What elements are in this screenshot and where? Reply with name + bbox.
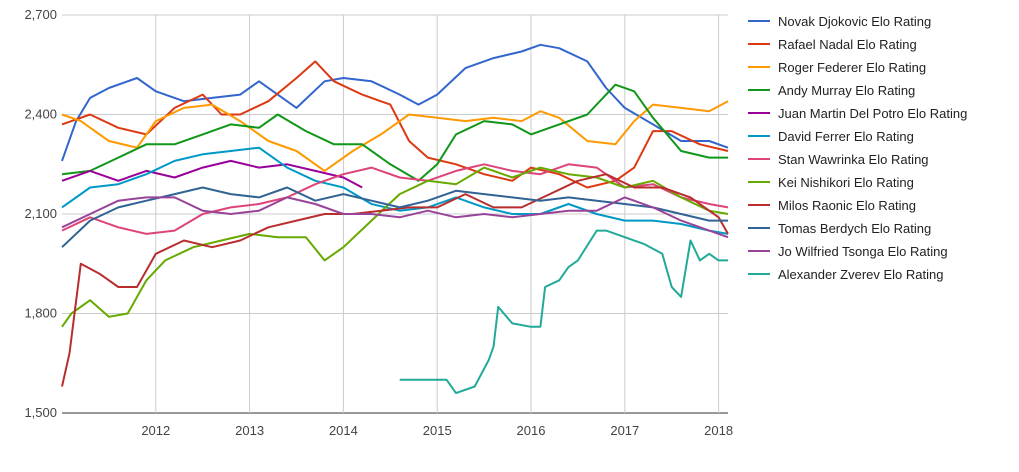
legend-label: Alexander Zverev Elo Rating <box>778 267 943 282</box>
series-line <box>61 166 729 328</box>
y-tick-label: 1,800 <box>24 306 57 321</box>
series-line <box>399 229 728 395</box>
series-line <box>61 100 729 172</box>
x-tick-label: 2017 <box>610 423 639 438</box>
legend-label: Rafael Nadal Elo Rating <box>778 37 917 52</box>
legend-label: David Ferrer Elo Rating <box>778 129 914 144</box>
legend-label: Kei Nishikori Elo Rating <box>778 175 914 190</box>
legend-label: Milos Raonic Elo Rating <box>778 198 916 213</box>
legend-label: Novak Djokovic Elo Rating <box>778 14 931 29</box>
legend-label: Jo Wilfried Tsonga Elo Rating <box>778 244 948 259</box>
legend-label: Juan Martin Del Potro Elo Rating <box>778 106 967 121</box>
y-tick-label: 2,400 <box>24 107 57 122</box>
x-tick-label: 2018 <box>704 423 733 438</box>
x-tick-label: 2014 <box>329 423 358 438</box>
series-line <box>61 159 363 189</box>
legend-label: Tomas Berdych Elo Rating <box>778 221 931 236</box>
series-line <box>61 196 729 239</box>
x-tick-label: 2016 <box>517 423 546 438</box>
series-line <box>61 83 728 182</box>
series-line <box>61 173 729 387</box>
y-tick-label: 2,700 <box>24 7 57 22</box>
y-tick-label: 1,500 <box>24 405 57 420</box>
series-line <box>61 60 729 189</box>
y-axis: 1,500 1,800 2,100 2,400 2,700 <box>24 7 57 420</box>
legend-label: Roger Federer Elo Rating <box>778 60 926 75</box>
series-line <box>61 146 729 235</box>
series-line <box>61 186 728 248</box>
x-axis: 2012 2013 2014 2015 2016 2017 2018 <box>141 423 733 438</box>
legend: Novak Djokovic Elo Rating Rafael Nadal El… <box>748 14 967 282</box>
x-tick-label: 2015 <box>423 423 452 438</box>
x-tick-label: 2012 <box>141 423 170 438</box>
grid <box>62 14 728 414</box>
x-tick-label: 2013 <box>235 423 264 438</box>
legend-label: Stan Wawrinka Elo Rating <box>778 152 929 167</box>
legend-label: Andy Murray Elo Rating <box>778 83 915 98</box>
series-lines <box>61 43 729 395</box>
y-tick-label: 2,100 <box>24 206 57 221</box>
